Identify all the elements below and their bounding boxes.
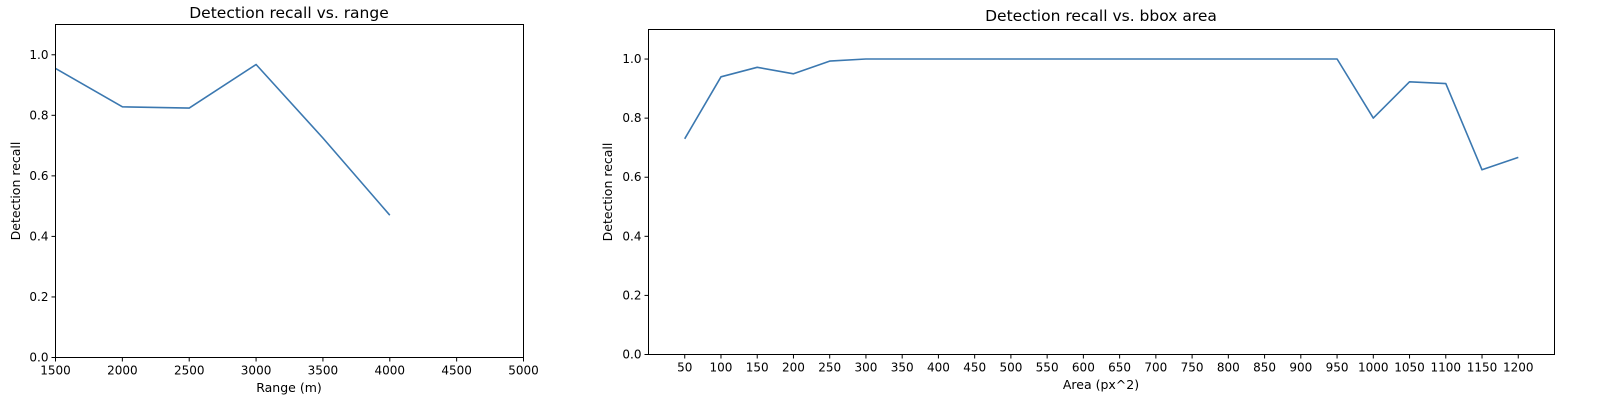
chart-marks: 50 100 150 200 250 300 350 400 450 500 550 600 650 70… (622, 52, 1533, 374)
x-tick-label: 550 (1036, 361, 1059, 375)
y-tick-label: 0.6 (29, 169, 48, 183)
x-tick-label: 3500 (308, 364, 339, 378)
x-tick-label: 350 (891, 361, 914, 375)
x-tick-label: 1050 (1394, 361, 1425, 375)
x-tick-label: 2500 (174, 364, 205, 378)
x-axis-label: Range (m) (256, 380, 322, 395)
y-tick-label: 1.0 (622, 52, 641, 66)
series-line (55, 63, 391, 216)
x-tick-label: 100 (710, 361, 733, 375)
chart-range: Detection recall vs. range 1500 2000 2500 3… (8, 4, 539, 395)
x-tick-label: 4500 (441, 364, 472, 378)
x-tick-label: 650 (1108, 361, 1131, 375)
x-tick-label: 300 (854, 361, 877, 375)
chart-title: Detection recall vs. range (189, 4, 389, 22)
y-tick-label: 0.4 (622, 229, 641, 243)
y-tick-label: 0.8 (622, 111, 641, 125)
x-tick-label: 200 (782, 361, 805, 375)
x-tick-label: 450 (963, 361, 986, 375)
x-tick-label: 2000 (107, 364, 138, 378)
x-tick-label: 700 (1144, 361, 1167, 375)
series-line (684, 58, 1519, 171)
y-tick-label: 0.2 (29, 290, 48, 304)
x-tick-label: 400 (927, 361, 950, 375)
chart-bbox-area: Detection recall vs. bbox area 50 100 150 2… (600, 7, 1555, 392)
y-tick-label: 0.0 (29, 351, 48, 365)
chart-title: Detection recall vs. bbox area (985, 7, 1217, 25)
x-axis-label: Area (px^2) (1063, 377, 1139, 392)
x-tick-label: 600 (1072, 361, 1095, 375)
x-tick-label: 1200 (1503, 361, 1534, 375)
x-tick-label: 150 (746, 361, 769, 375)
x-tick-label: 950 (1326, 361, 1349, 375)
x-tick-label: 800 (1217, 361, 1240, 375)
y-tick-label: 0.0 (622, 348, 641, 362)
x-tick-label: 500 (999, 361, 1022, 375)
y-tick-label: 0.2 (622, 288, 641, 302)
x-tick-label: 750 (1181, 361, 1204, 375)
y-tick-label: 0.4 (29, 229, 48, 243)
x-tick-label: 1150 (1467, 361, 1498, 375)
plot-frame (648, 29, 1555, 355)
x-tick-label: 1100 (1431, 361, 1462, 375)
x-tick-label: 900 (1289, 361, 1312, 375)
chart-marks: 1500 2000 2500 3000 3500 4000 4500 5000 0.0 0.2 0.… (29, 48, 538, 378)
x-tick-label: 1500 (40, 364, 71, 378)
x-tick-label: 5000 (508, 364, 539, 378)
x-tick-label: 50 (677, 361, 692, 375)
y-tick-label: 0.6 (622, 170, 641, 184)
y-axis-label: Detection recall (600, 143, 615, 242)
x-tick-label: 1000 (1358, 361, 1389, 375)
y-tick-label: 1.0 (29, 48, 48, 62)
x-tick-label: 3000 (241, 364, 272, 378)
y-tick-label: 0.8 (29, 108, 48, 122)
y-axis-label: Detection recall (8, 142, 23, 241)
plot-frame (55, 24, 524, 358)
x-tick-label: 4000 (375, 364, 406, 378)
x-tick-label: 850 (1253, 361, 1276, 375)
x-tick-label: 250 (818, 361, 841, 375)
